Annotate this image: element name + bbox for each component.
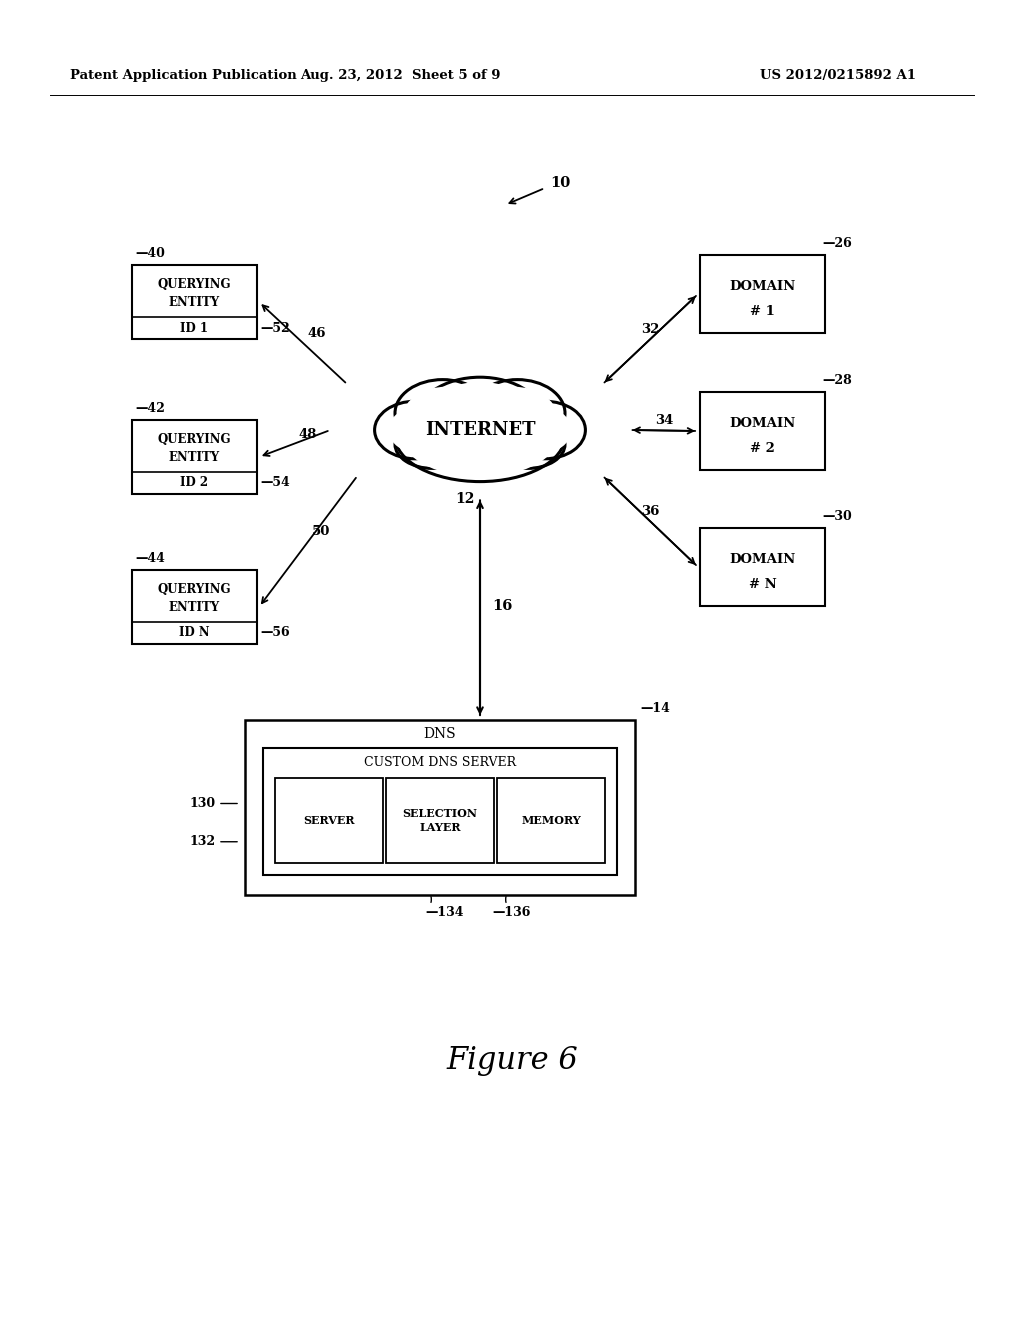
Text: ENTITY: ENTITY bbox=[169, 451, 220, 463]
Ellipse shape bbox=[409, 422, 470, 461]
Bar bbox=[700, 528, 825, 606]
Text: QUERYING: QUERYING bbox=[158, 279, 231, 292]
Text: 50: 50 bbox=[312, 525, 331, 539]
Ellipse shape bbox=[375, 401, 457, 459]
Text: 48: 48 bbox=[299, 428, 317, 441]
Text: DNS: DNS bbox=[424, 727, 457, 741]
Text: DOMAIN: DOMAIN bbox=[729, 280, 796, 293]
Ellipse shape bbox=[470, 380, 565, 446]
Text: Aug. 23, 2012  Sheet 5 of 9: Aug. 23, 2012 Sheet 5 of 9 bbox=[300, 69, 501, 82]
Text: 34: 34 bbox=[654, 414, 673, 428]
Text: QUERYING: QUERYING bbox=[158, 433, 231, 446]
Bar bbox=[275, 777, 383, 863]
Text: 10: 10 bbox=[550, 176, 570, 190]
Text: 12: 12 bbox=[456, 492, 475, 507]
Text: ID 2: ID 2 bbox=[180, 477, 209, 490]
Bar bbox=[132, 265, 257, 339]
Text: 132: 132 bbox=[189, 836, 216, 849]
Ellipse shape bbox=[395, 420, 470, 469]
Ellipse shape bbox=[401, 395, 558, 477]
Bar bbox=[700, 392, 825, 470]
Bar bbox=[245, 719, 635, 895]
Text: —30: —30 bbox=[822, 510, 852, 523]
Ellipse shape bbox=[419, 401, 507, 459]
Ellipse shape bbox=[450, 396, 551, 463]
Text: Patent Application Publication: Patent Application Publication bbox=[70, 69, 297, 82]
Ellipse shape bbox=[490, 422, 551, 461]
Ellipse shape bbox=[504, 401, 586, 459]
Text: —52: —52 bbox=[260, 322, 290, 334]
Text: DOMAIN: DOMAIN bbox=[729, 417, 796, 430]
Text: # 2: # 2 bbox=[750, 442, 775, 454]
Text: MEMORY: MEMORY bbox=[521, 814, 581, 826]
Text: SELECTION
LAYER: SELECTION LAYER bbox=[402, 808, 477, 833]
Text: CUSTOM DNS SERVER: CUSTOM DNS SERVER bbox=[364, 755, 516, 768]
Text: —42: —42 bbox=[135, 403, 165, 414]
Text: —136: —136 bbox=[492, 907, 530, 920]
Text: 130: 130 bbox=[189, 797, 216, 810]
Ellipse shape bbox=[504, 407, 571, 454]
Text: —28: —28 bbox=[822, 374, 852, 387]
Text: —134: —134 bbox=[425, 907, 464, 920]
Text: —54: —54 bbox=[260, 477, 290, 490]
Text: ENTITY: ENTITY bbox=[169, 296, 220, 309]
Text: 32: 32 bbox=[641, 323, 659, 337]
Text: —14: —14 bbox=[640, 702, 670, 715]
Text: ID N: ID N bbox=[179, 627, 210, 639]
Ellipse shape bbox=[416, 378, 545, 463]
Bar bbox=[386, 777, 494, 863]
Text: DOMAIN: DOMAIN bbox=[729, 553, 796, 566]
Ellipse shape bbox=[453, 401, 542, 459]
Text: Figure 6: Figure 6 bbox=[446, 1044, 578, 1076]
Bar bbox=[132, 420, 257, 494]
Text: US 2012/0215892 A1: US 2012/0215892 A1 bbox=[760, 69, 916, 82]
Text: —56: —56 bbox=[260, 627, 290, 639]
Text: ID 1: ID 1 bbox=[180, 322, 209, 334]
Ellipse shape bbox=[395, 380, 490, 446]
Text: # N: # N bbox=[749, 578, 776, 590]
Text: —40: —40 bbox=[135, 247, 165, 260]
Text: 36: 36 bbox=[641, 506, 659, 519]
Ellipse shape bbox=[409, 396, 511, 463]
Ellipse shape bbox=[422, 381, 538, 459]
Ellipse shape bbox=[388, 407, 457, 454]
Bar bbox=[700, 255, 825, 333]
Text: 16: 16 bbox=[492, 599, 512, 614]
Ellipse shape bbox=[471, 387, 556, 445]
Text: ENTITY: ENTITY bbox=[169, 601, 220, 614]
Bar bbox=[497, 777, 605, 863]
Ellipse shape bbox=[490, 420, 565, 469]
Text: SERVER: SERVER bbox=[303, 814, 354, 826]
Text: INTERNET: INTERNET bbox=[425, 421, 536, 440]
Text: —26: —26 bbox=[822, 238, 852, 249]
Text: 46: 46 bbox=[307, 327, 326, 341]
Text: —44: —44 bbox=[135, 552, 165, 565]
Text: # 1: # 1 bbox=[750, 305, 775, 318]
Bar bbox=[132, 570, 257, 644]
Text: QUERYING: QUERYING bbox=[158, 583, 231, 597]
Ellipse shape bbox=[403, 387, 488, 445]
Ellipse shape bbox=[395, 391, 565, 482]
Bar bbox=[263, 748, 617, 875]
